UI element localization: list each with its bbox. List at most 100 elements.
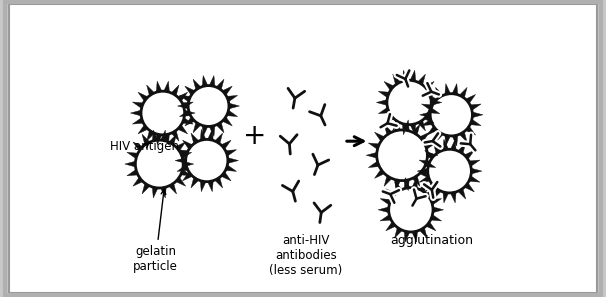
Polygon shape xyxy=(427,126,437,135)
Polygon shape xyxy=(459,87,467,98)
Circle shape xyxy=(141,91,185,135)
Polygon shape xyxy=(201,181,206,192)
Polygon shape xyxy=(222,117,232,126)
Polygon shape xyxy=(395,228,402,238)
Polygon shape xyxy=(393,74,401,85)
Polygon shape xyxy=(142,183,150,194)
Polygon shape xyxy=(366,152,377,158)
Polygon shape xyxy=(469,176,480,182)
Polygon shape xyxy=(402,70,408,81)
Text: HIV antigen: HIV antigen xyxy=(110,140,179,153)
Polygon shape xyxy=(452,84,458,94)
Polygon shape xyxy=(142,134,150,145)
Polygon shape xyxy=(427,94,437,103)
Polygon shape xyxy=(418,74,425,85)
Polygon shape xyxy=(404,180,409,191)
Polygon shape xyxy=(418,120,425,131)
Polygon shape xyxy=(179,110,190,117)
Polygon shape xyxy=(132,118,143,124)
Polygon shape xyxy=(193,79,201,90)
Polygon shape xyxy=(384,176,392,186)
Polygon shape xyxy=(225,165,236,171)
Polygon shape xyxy=(215,177,222,188)
Polygon shape xyxy=(147,130,155,141)
Polygon shape xyxy=(164,134,169,145)
Polygon shape xyxy=(384,81,394,90)
Polygon shape xyxy=(436,132,443,142)
Polygon shape xyxy=(451,139,456,150)
Polygon shape xyxy=(227,95,238,102)
Polygon shape xyxy=(443,192,448,203)
Polygon shape xyxy=(182,102,193,108)
Polygon shape xyxy=(433,143,441,154)
Polygon shape xyxy=(417,168,428,174)
Polygon shape xyxy=(208,129,213,140)
Polygon shape xyxy=(178,103,188,109)
Polygon shape xyxy=(412,176,420,186)
Polygon shape xyxy=(169,183,176,194)
Polygon shape xyxy=(193,122,201,133)
Polygon shape xyxy=(412,231,418,242)
Polygon shape xyxy=(227,110,238,117)
Polygon shape xyxy=(225,150,236,156)
Polygon shape xyxy=(431,199,442,205)
Polygon shape xyxy=(221,172,231,181)
Circle shape xyxy=(388,188,433,232)
Polygon shape xyxy=(470,119,481,126)
Polygon shape xyxy=(433,207,444,213)
Polygon shape xyxy=(433,189,441,199)
Polygon shape xyxy=(133,142,143,151)
Polygon shape xyxy=(429,108,440,114)
Polygon shape xyxy=(424,81,434,90)
Polygon shape xyxy=(470,104,481,110)
Polygon shape xyxy=(419,132,430,141)
Polygon shape xyxy=(201,129,206,140)
Polygon shape xyxy=(178,92,188,101)
Polygon shape xyxy=(125,161,135,167)
Polygon shape xyxy=(161,130,166,141)
Polygon shape xyxy=(182,118,193,124)
Polygon shape xyxy=(191,133,199,144)
Polygon shape xyxy=(175,158,185,163)
Polygon shape xyxy=(138,125,148,134)
Polygon shape xyxy=(404,231,410,242)
Text: anti-HIV
antibodies
(less serum): anti-HIV antibodies (less serum) xyxy=(270,234,342,277)
Polygon shape xyxy=(376,100,387,105)
Polygon shape xyxy=(380,215,391,221)
Polygon shape xyxy=(419,160,430,166)
Polygon shape xyxy=(185,117,195,126)
Polygon shape xyxy=(425,161,436,168)
Polygon shape xyxy=(147,85,155,96)
Polygon shape xyxy=(161,187,166,198)
Polygon shape xyxy=(458,143,466,154)
Polygon shape xyxy=(156,134,162,145)
Polygon shape xyxy=(375,132,384,141)
Polygon shape xyxy=(395,181,402,192)
Polygon shape xyxy=(425,143,436,149)
Polygon shape xyxy=(465,126,476,135)
Polygon shape xyxy=(228,158,238,163)
Polygon shape xyxy=(424,115,434,124)
Polygon shape xyxy=(419,112,430,118)
Polygon shape xyxy=(375,169,384,178)
Circle shape xyxy=(188,86,229,127)
Polygon shape xyxy=(181,152,191,159)
Polygon shape xyxy=(412,178,418,189)
Polygon shape xyxy=(464,150,474,159)
Polygon shape xyxy=(378,207,388,213)
Polygon shape xyxy=(451,192,456,203)
Polygon shape xyxy=(465,94,476,103)
Polygon shape xyxy=(138,92,148,101)
Polygon shape xyxy=(185,110,195,116)
Polygon shape xyxy=(185,86,195,95)
Polygon shape xyxy=(402,124,408,135)
Polygon shape xyxy=(445,135,450,146)
Polygon shape xyxy=(426,189,436,198)
Polygon shape xyxy=(384,124,392,135)
Polygon shape xyxy=(182,140,193,149)
Polygon shape xyxy=(178,125,188,134)
Polygon shape xyxy=(156,81,162,92)
Polygon shape xyxy=(410,124,416,135)
Polygon shape xyxy=(209,75,215,86)
Polygon shape xyxy=(127,152,138,159)
